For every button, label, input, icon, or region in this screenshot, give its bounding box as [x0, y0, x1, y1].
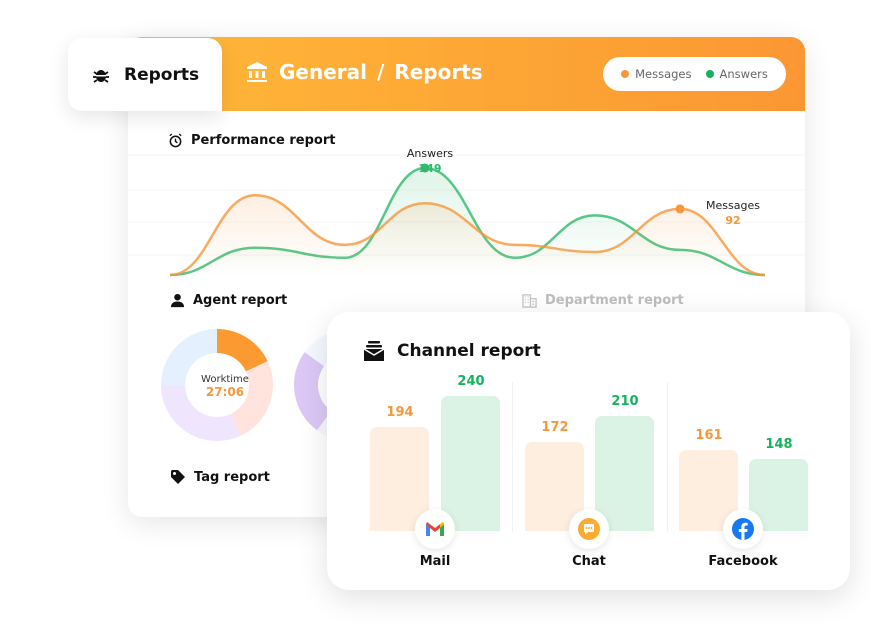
tab-reports[interactable]: Reports: [68, 38, 222, 111]
donut-value: 27:06: [205, 385, 245, 399]
series-point[interactable]: [420, 163, 430, 173]
divider: [512, 382, 513, 532]
building-icon: [522, 294, 537, 308]
channel-label-chat: Chat: [572, 554, 606, 569]
chart-legend: Messages Answers: [603, 57, 786, 91]
messages-dot: [621, 70, 630, 78]
channel-label-facebook: Facebook: [708, 554, 778, 569]
bar-value: 240: [457, 373, 485, 389]
tab-label: Reports: [124, 64, 200, 85]
bank-icon: [247, 62, 267, 82]
bar-mail-answers[interactable]: [441, 395, 500, 531]
channel-report-heading: Channel report: [363, 340, 541, 362]
facebook-icon: [723, 509, 763, 549]
legend-messages[interactable]: Messages: [635, 67, 692, 81]
bar-value: 161: [695, 427, 723, 443]
donut-segment[interactable]: [230, 361, 274, 436]
annotation-label: Answers: [407, 147, 454, 160]
breadcrumb-separator: /: [377, 60, 385, 84]
breadcrumb: General / Reports: [245, 60, 483, 84]
performance-report-heading: Performance report: [168, 133, 335, 148]
gmail-icon: [415, 509, 455, 549]
bar-value: 210: [611, 394, 639, 410]
bar-value: 194: [386, 405, 414, 421]
department-report-heading[interactable]: Department report: [522, 293, 684, 308]
user-icon: [170, 293, 185, 308]
series-area: [170, 195, 765, 275]
series-point[interactable]: [675, 204, 685, 214]
agent-report-heading: Agent report: [170, 293, 287, 308]
donut-label: Worktime: [201, 374, 249, 385]
alarm-clock-icon: [169, 133, 182, 148]
series-line-messages: [169, 194, 766, 277]
chat-icon: [569, 509, 609, 549]
channel-label-mail: Mail: [419, 554, 451, 569]
divider: [667, 382, 668, 532]
legend-answers[interactable]: Answers: [719, 67, 768, 81]
performance-report-title: Performance report: [191, 133, 336, 148]
answers-dot: [705, 70, 714, 78]
tag-icon: [171, 470, 185, 484]
bar-chat-answers[interactable]: [595, 416, 654, 531]
annotation-label: Messages: [706, 199, 760, 212]
annotation-value: 149: [419, 162, 442, 175]
donut-segment[interactable]: [161, 329, 217, 385]
breadcrumb-general[interactable]: General: [279, 60, 367, 84]
department-report-title: Department report: [545, 293, 684, 308]
donut-segment-2[interactable]: [293, 352, 332, 431]
annotation-value: 92: [725, 214, 740, 227]
tag-report-heading: Tag report: [170, 469, 270, 485]
tag-report-title: Tag report: [194, 469, 270, 485]
bar-mail-messages[interactable]: [370, 427, 429, 531]
channel-report-card: Channel report 194 240 172 210 161 148 Mail C…: [327, 312, 850, 590]
inbox-tray-icon: [363, 341, 385, 361]
bug-icon: [93, 69, 109, 83]
bar-value: 148: [765, 436, 793, 452]
donut-segment[interactable]: [161, 385, 241, 442]
agent-report-title: Agent report: [193, 293, 288, 308]
channel-report-title: Channel report: [397, 341, 541, 361]
bar-value: 172: [541, 420, 569, 436]
donut-segment[interactable]: [217, 329, 268, 372]
breadcrumb-reports[interactable]: Reports: [394, 60, 483, 84]
